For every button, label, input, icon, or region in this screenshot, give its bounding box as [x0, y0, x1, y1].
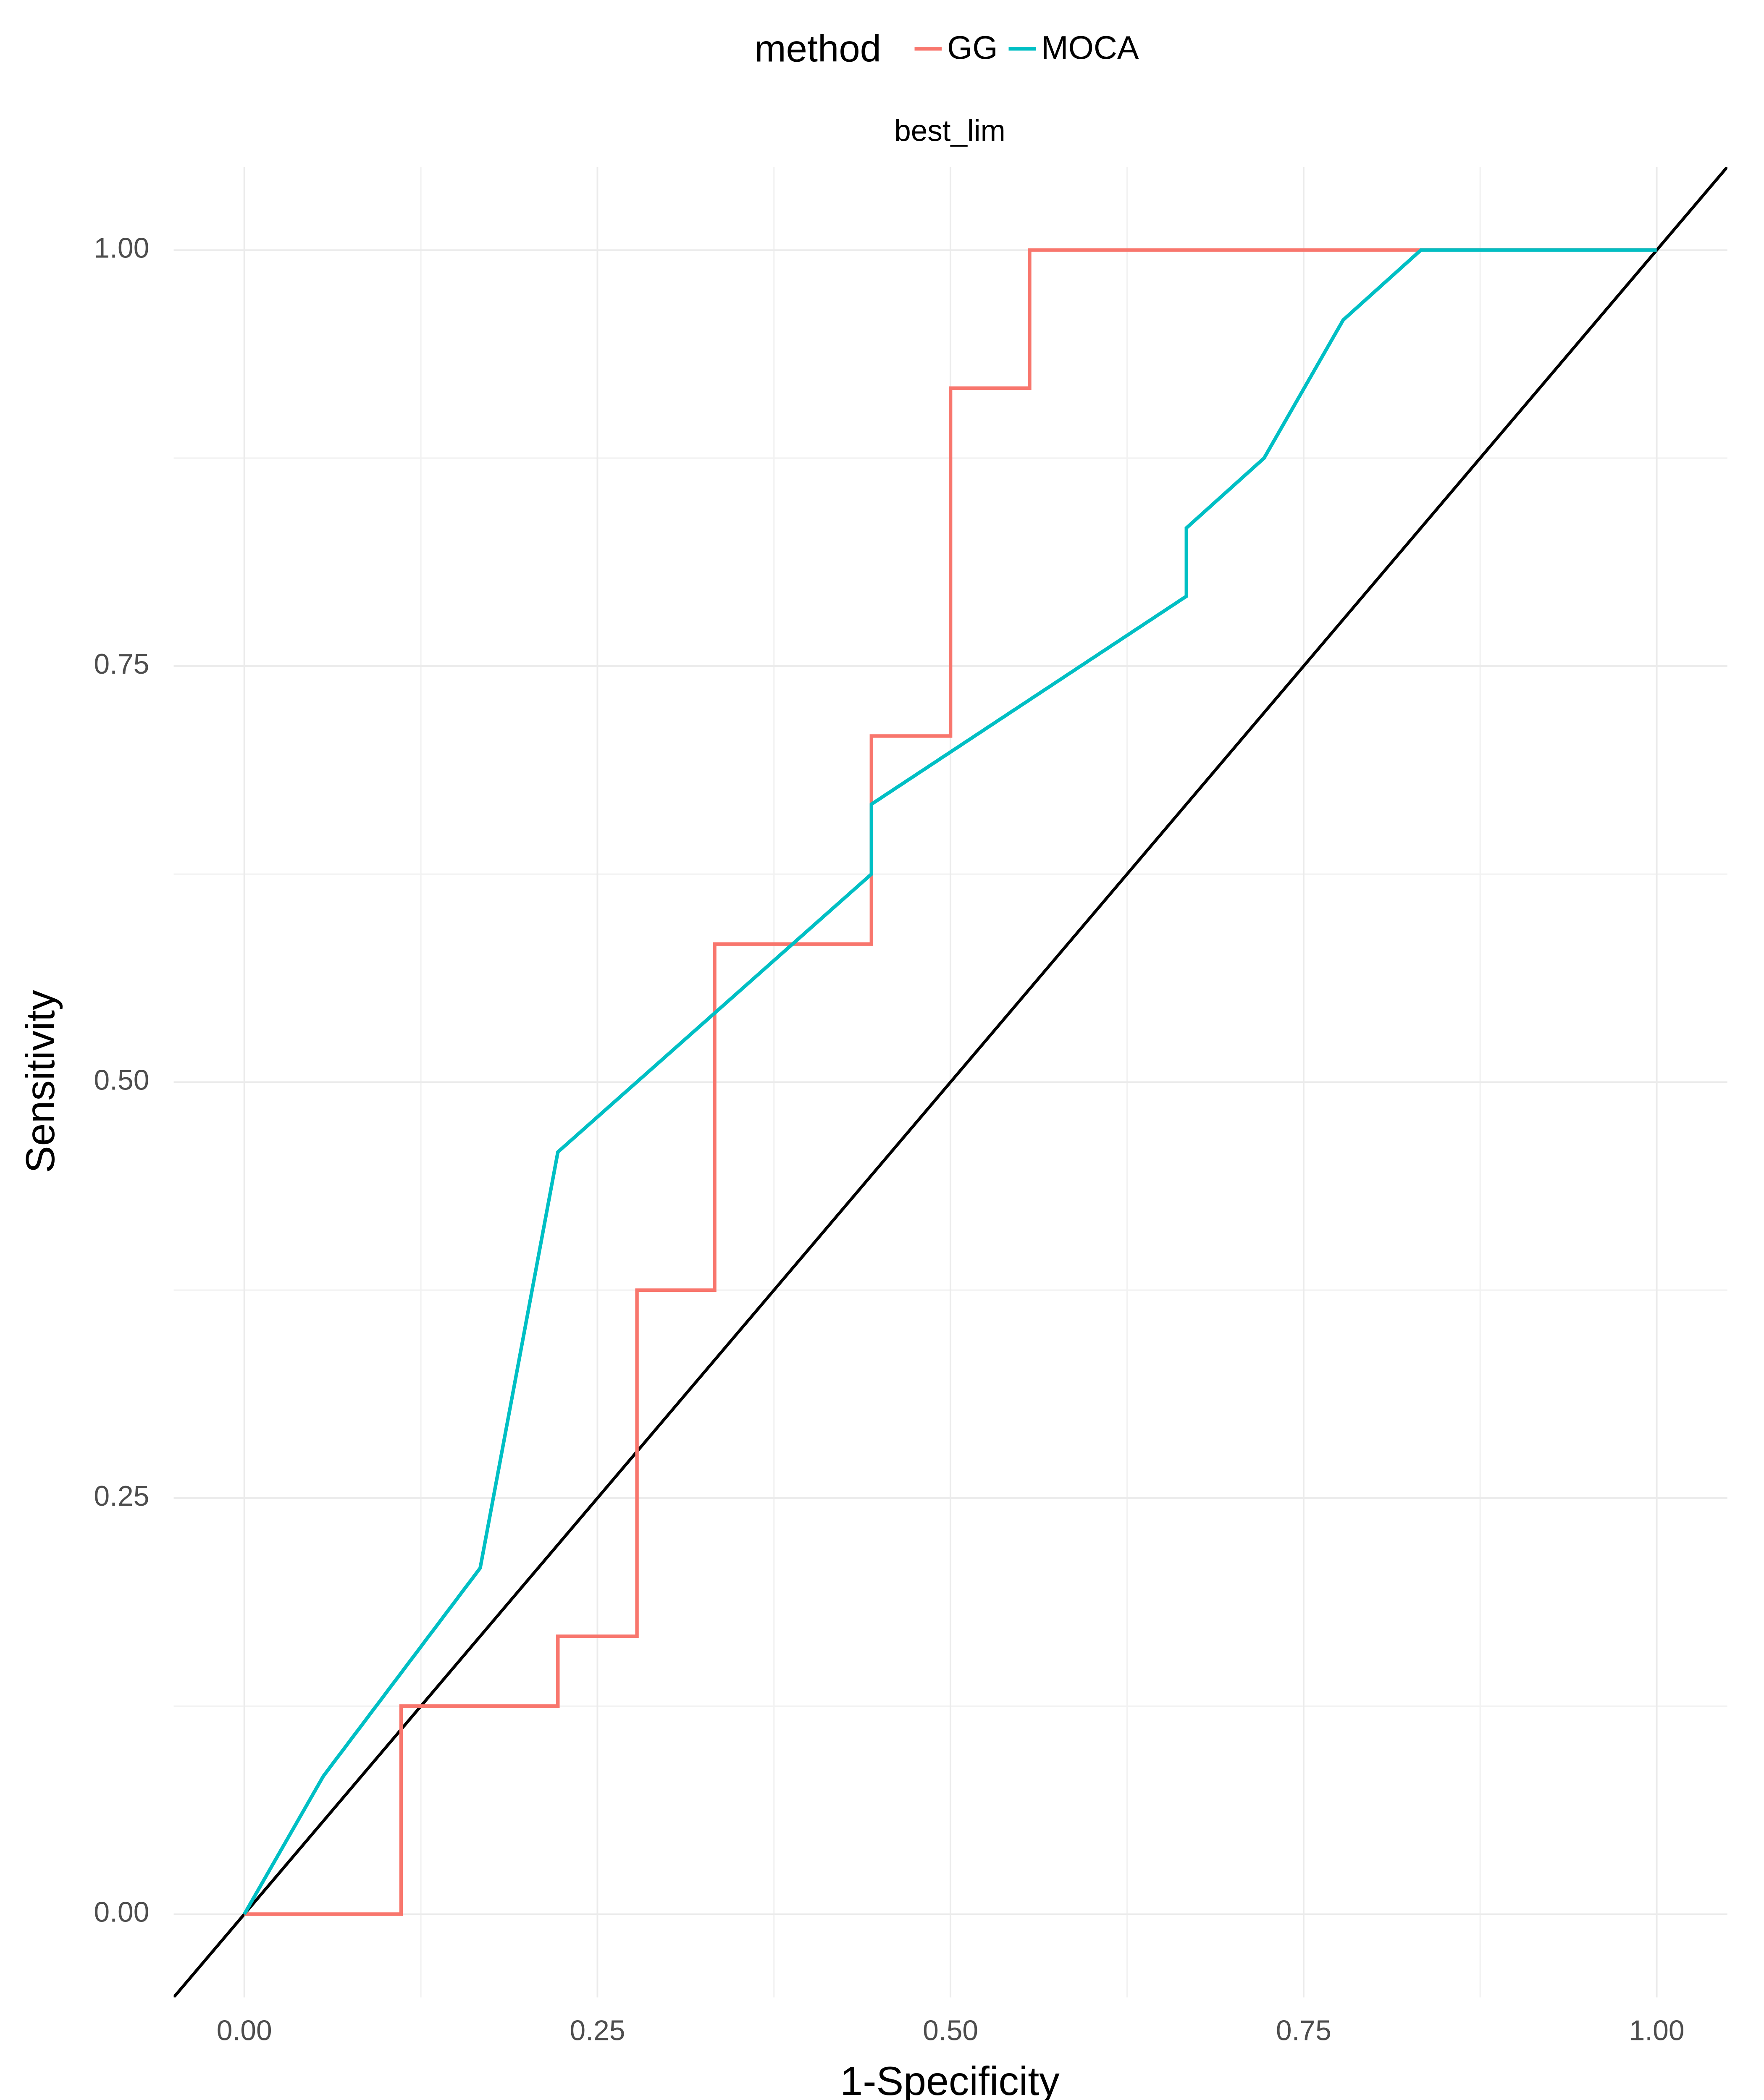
legend-label: GG [947, 30, 998, 66]
reference-line [173, 167, 1727, 1998]
y-tick-label: 0.50 [94, 1064, 149, 1096]
y-tick-label: 0.00 [94, 1896, 149, 1928]
y-tick-label: 1.00 [94, 232, 149, 264]
legend-title: method [754, 28, 881, 70]
y-tick-label: 0.25 [94, 1480, 149, 1512]
x-tick-label: 1.00 [1629, 2015, 1685, 2047]
y-axis-title: Sensitivity [17, 990, 63, 1173]
legend-label: MOCA [1041, 30, 1139, 66]
line [244, 248, 1657, 1916]
x-tick-label: 0.75 [1276, 2015, 1331, 2047]
x-tick-label: 0.25 [570, 2015, 625, 2047]
line [243, 248, 1657, 1915]
x-axis-title: 1-Specificity [840, 2058, 1060, 2100]
y-tick-label: 0.75 [94, 648, 149, 680]
x-tick-label: 0.50 [923, 2015, 978, 2047]
facet-strip: best_lim [894, 114, 1005, 147]
x-tick-label: 0.00 [217, 2015, 272, 2047]
